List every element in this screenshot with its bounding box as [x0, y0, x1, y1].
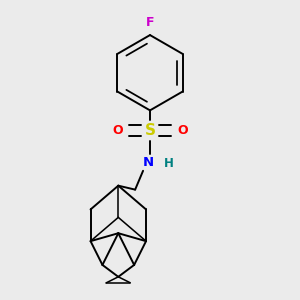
- Text: F: F: [146, 16, 154, 29]
- Text: O: O: [112, 124, 123, 137]
- Text: N: N: [142, 156, 154, 170]
- Text: H: H: [164, 158, 174, 170]
- Text: S: S: [145, 123, 155, 138]
- Text: O: O: [177, 124, 188, 137]
